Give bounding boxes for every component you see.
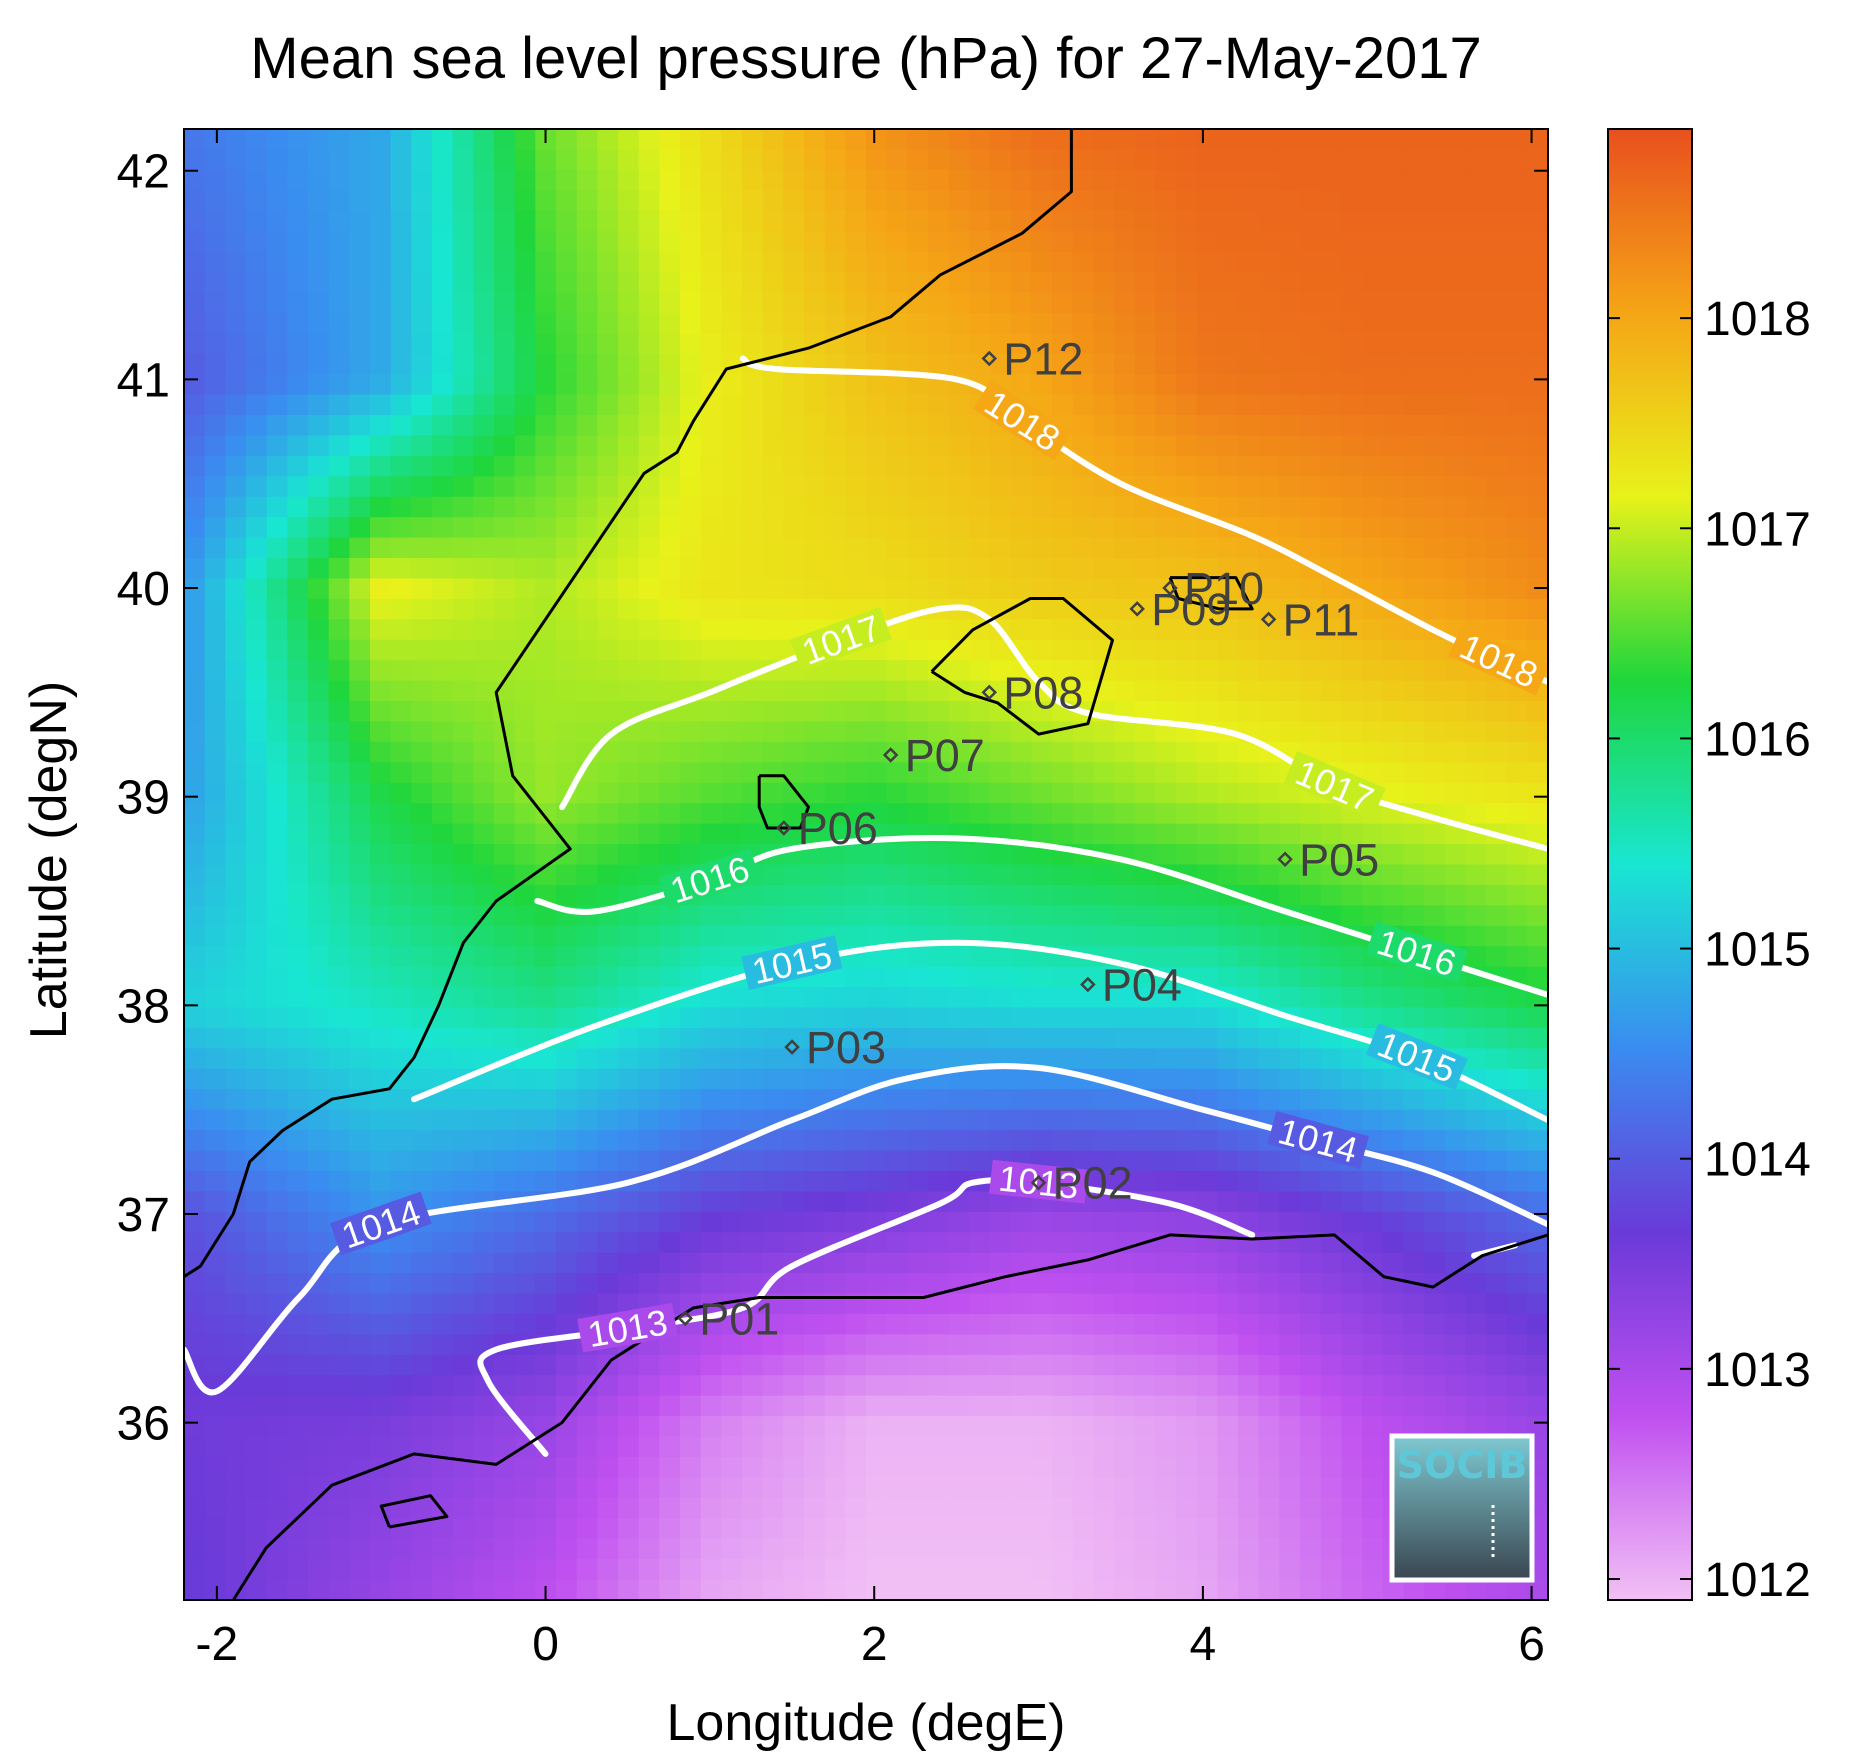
station-marker-P01 [677, 1310, 693, 1327]
socib-logo-text: SOCIB [1397, 1443, 1528, 1487]
station-label-P03: P03 [806, 1022, 886, 1073]
colorbar [1607, 128, 1693, 1601]
station-marker-P08 [981, 684, 998, 701]
colorbar-tick-label: 1016 [1704, 713, 1811, 766]
station-label-P10: P10 [1184, 563, 1264, 614]
station-marker-P02 [1030, 1174, 1047, 1191]
plot-area: 1013101310141014101510151016101610171017… [184, 129, 1548, 1600]
isobar-label-bg [790, 606, 892, 672]
y-tick-label: 42 [117, 146, 170, 199]
station-label-P06: P06 [798, 803, 878, 854]
station-marker-P03 [784, 1039, 800, 1055]
coastline-3 [930, 597, 1114, 736]
isobar-1018-6 [739, 355, 1548, 685]
y-tick-label: 36 [117, 1398, 170, 1451]
isobar-label-bg [989, 1159, 1089, 1204]
colorbar-ticks: 1012 1013 1014 1015 1016 1017 1018 [1608, 293, 1811, 1607]
y-tick-label: 37 [117, 1189, 170, 1242]
station-marker-P09 [1129, 601, 1145, 617]
isobar-label-bg [1267, 1111, 1369, 1169]
coastline-1 [230, 1233, 1548, 1600]
isobar-label-bg [741, 935, 843, 990]
station-marker-P12 [981, 350, 998, 367]
y-axis-ticks: 36 37 38 39 40 41 42 [117, 146, 1548, 1451]
station-marker-P07 [882, 747, 899, 763]
x-tick-label: 4 [1190, 1618, 1217, 1671]
colorbar-tick-label: 1012 [1704, 1554, 1811, 1607]
chart-title: Mean sea level pressure (hPa) for 27-May… [250, 26, 1481, 91]
station-label-P08: P08 [1003, 667, 1083, 718]
colorbar-tick-label: 1015 [1704, 924, 1811, 977]
station-label-P09: P09 [1151, 584, 1231, 635]
x-tick-label: 6 [1518, 1618, 1545, 1671]
colorbar-tick-label: 1017 [1704, 503, 1811, 556]
x-tick-label: -2 [196, 1618, 239, 1671]
colorbar-tick-label: 1013 [1704, 1344, 1811, 1397]
coastline-5 [379, 1494, 449, 1529]
station-marker-P04 [1080, 976, 1096, 993]
station-label-P02: P02 [1053, 1158, 1133, 1209]
x-axis-ticks: -2 0 2 4 6 [196, 129, 1545, 1671]
isobar-label-bg [1283, 750, 1386, 820]
station-label-P04: P04 [1102, 960, 1182, 1011]
isobar-label-bg [658, 848, 761, 910]
plot-frame [183, 128, 1549, 1601]
station-label-P01: P01 [699, 1293, 779, 1344]
x-axis-label: Longitude (degE) [667, 1694, 1066, 1752]
isobar-label-1013: 1013 [997, 1158, 1081, 1207]
socib-logo: SOCIB [1389, 1433, 1535, 1583]
coastline-4 [1168, 576, 1254, 611]
y-tick-label: 41 [117, 354, 170, 407]
coastline-2 [757, 774, 810, 830]
station-marker-P11 [1260, 611, 1277, 628]
isobar-label-bg [973, 380, 1073, 461]
isobar-label-bg [1365, 921, 1468, 983]
isobar-label-bg [329, 1191, 432, 1256]
y-tick-label: 38 [117, 980, 170, 1033]
station-marker-P05 [1277, 851, 1293, 868]
isobar-label-bg [1366, 1023, 1468, 1091]
y-tick-label: 40 [117, 563, 170, 616]
colorbar-tick-label: 1018 [1704, 293, 1811, 346]
colorbar-tick-label: 1014 [1704, 1134, 1811, 1187]
station-marker-P10 [1162, 580, 1178, 596]
isobar-label-bg [1448, 624, 1548, 696]
x-tick-label: 0 [532, 1618, 559, 1671]
coastlines [184, 129, 1548, 1600]
station-marker-P06 [776, 820, 792, 836]
station-label-P05: P05 [1299, 834, 1379, 885]
y-tick-label: 39 [117, 772, 170, 825]
station-label-P11: P11 [1283, 594, 1360, 645]
x-tick-label: 2 [861, 1618, 888, 1671]
coastline-0 [184, 129, 1073, 1278]
station-label-P12: P12 [1003, 334, 1083, 385]
isobar-label-bg [577, 1302, 678, 1353]
y-axis-label: Latitude (degN) [20, 681, 78, 1039]
station-label-P07: P07 [905, 730, 985, 781]
